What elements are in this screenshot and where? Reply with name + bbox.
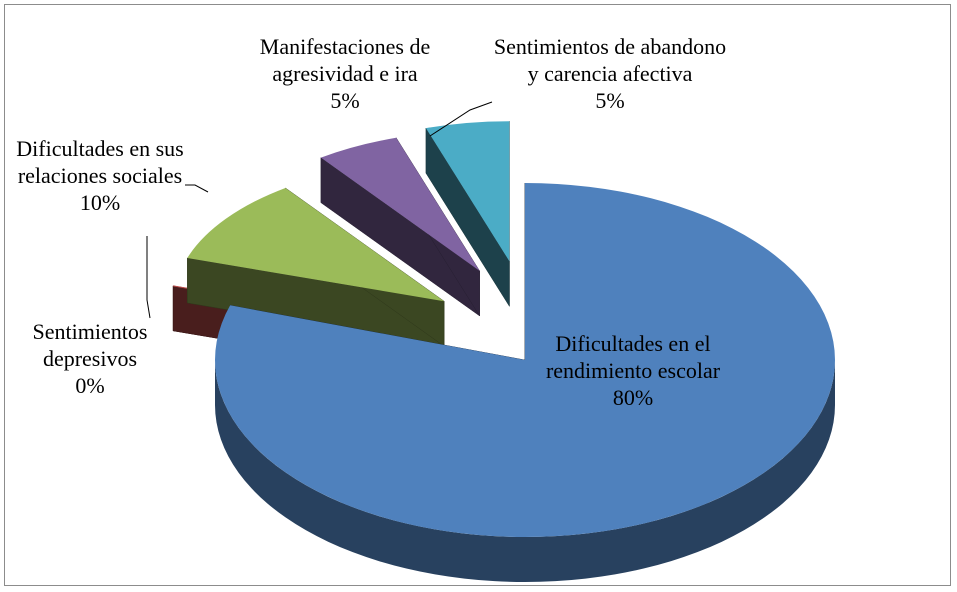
- data-label: Dificultades en sus relaciones sociales 1…: [5, 135, 195, 216]
- category-label: Dificultades en sus relaciones sociales: [16, 136, 184, 188]
- data-label: Sentimientos depresivos 0%: [5, 318, 175, 399]
- slice-side: [215, 360, 835, 582]
- slice: [215, 183, 836, 537]
- value-label: 0%: [75, 373, 105, 398]
- slice: [425, 121, 510, 262]
- data-label: Sentimientos de abandono y carencia afec…: [490, 33, 730, 114]
- value-label: 80%: [612, 385, 654, 410]
- leader-line: [146, 236, 151, 319]
- data-label: Manifestaciones de agresividad e ira 5%: [245, 33, 445, 114]
- chart-frame: [4, 4, 951, 586]
- value-label: 5%: [330, 88, 360, 113]
- category-label: Manifestaciones de agresividad e ira: [259, 34, 431, 86]
- leader-line: [429, 101, 493, 137]
- slice: [187, 187, 445, 302]
- category-label: Sentimientos de abandono y carencia afec…: [493, 34, 727, 86]
- slice: [320, 137, 480, 271]
- data-label: Dificultades en el rendimiento escolar 80…: [533, 330, 733, 411]
- category-label: Dificultades en el rendimiento escolar: [545, 331, 721, 383]
- value-label: 10%: [79, 190, 121, 215]
- slices: [172, 121, 836, 582]
- category-label: Sentimientos depresivos: [32, 319, 148, 371]
- value-label: 5%: [595, 88, 625, 113]
- leader-line: [185, 184, 209, 193]
